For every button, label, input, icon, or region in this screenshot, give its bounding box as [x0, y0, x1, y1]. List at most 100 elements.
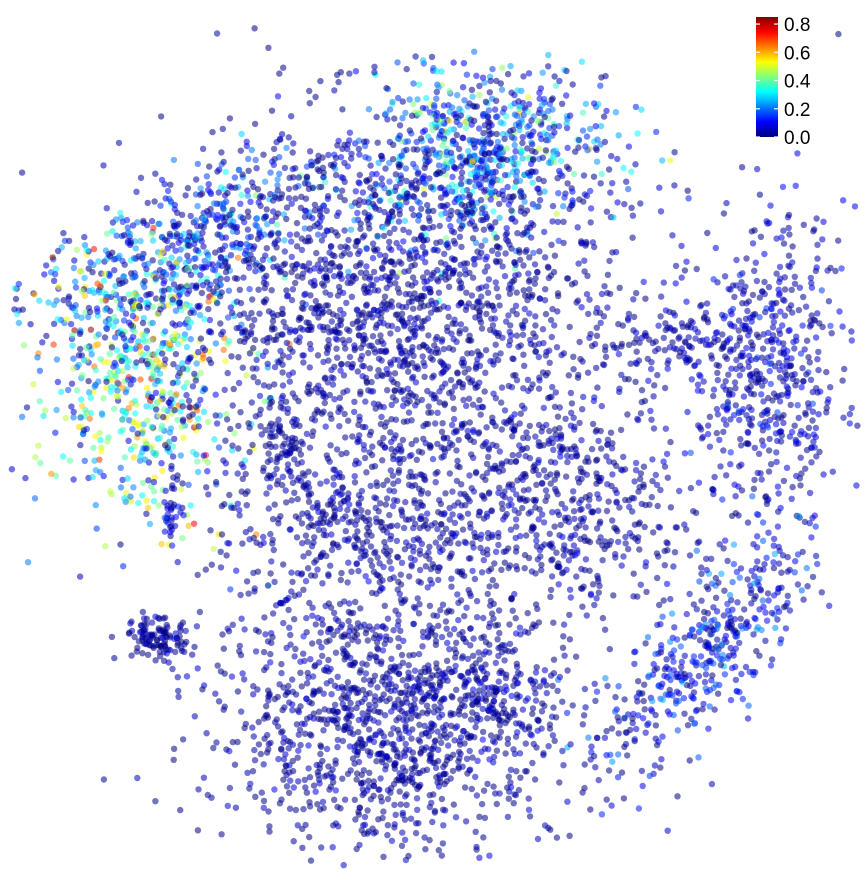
data-point — [288, 268, 295, 276]
data-point — [480, 556, 487, 564]
data-point — [399, 98, 406, 105]
data-point — [376, 348, 383, 355]
data-point — [306, 237, 314, 244]
data-point — [275, 416, 282, 423]
data-point — [78, 268, 85, 275]
data-point — [519, 139, 526, 147]
data-point — [418, 396, 426, 404]
data-point — [328, 374, 335, 381]
data-point — [267, 420, 275, 427]
data-point — [383, 84, 390, 92]
data-point — [170, 361, 177, 368]
data-point — [412, 53, 419, 60]
data-point — [152, 295, 160, 302]
data-point — [785, 252, 793, 259]
data-point — [162, 328, 169, 335]
data-point — [489, 65, 496, 73]
data-point — [380, 232, 388, 240]
data-point — [322, 289, 329, 296]
data-point — [187, 335, 194, 343]
data-point — [174, 209, 181, 216]
data-point — [616, 388, 623, 396]
data-point — [585, 310, 592, 318]
data-point — [109, 249, 116, 256]
data-point — [316, 205, 323, 212]
data-point — [354, 368, 361, 375]
data-point — [551, 523, 558, 530]
data-point — [402, 165, 410, 172]
data-point — [269, 515, 277, 523]
data-point — [540, 177, 547, 185]
data-point — [422, 154, 430, 161]
data-point — [402, 498, 409, 506]
data-point — [420, 237, 427, 244]
data-point — [217, 548, 224, 555]
data-point — [211, 267, 219, 274]
data-point — [532, 322, 539, 329]
data-point — [338, 450, 345, 458]
data-point — [658, 293, 665, 300]
data-point — [320, 326, 327, 334]
data-point — [773, 449, 780, 456]
data-point — [368, 342, 375, 349]
data-point — [578, 239, 586, 247]
data-point — [138, 357, 145, 364]
data-point — [483, 310, 490, 318]
data-point — [291, 489, 298, 496]
data-point — [283, 204, 291, 211]
data-point — [243, 578, 251, 585]
data-point — [756, 191, 764, 198]
data-point — [120, 317, 128, 324]
data-point — [155, 625, 163, 632]
data-point — [74, 387, 81, 394]
data-point — [385, 370, 393, 377]
data-point — [380, 481, 387, 489]
data-point — [736, 271, 744, 279]
data-point — [609, 341, 616, 348]
data-point — [276, 269, 284, 276]
data-point — [556, 167, 563, 175]
data-point — [495, 293, 502, 300]
data-point — [177, 622, 184, 629]
data-point — [122, 489, 130, 496]
data-point — [449, 173, 456, 181]
data-point — [579, 406, 586, 413]
data-point — [394, 59, 401, 66]
data-point — [478, 569, 486, 576]
data-point — [501, 407, 509, 414]
data-point — [119, 476, 126, 484]
data-point — [618, 371, 625, 378]
data-point — [512, 218, 519, 225]
data-point — [193, 282, 200, 289]
data-point — [153, 357, 160, 364]
data-point — [178, 211, 186, 218]
data-point — [243, 502, 250, 509]
data-point — [606, 458, 613, 465]
data-point — [460, 60, 468, 67]
data-point — [492, 341, 499, 348]
data-point — [148, 403, 155, 410]
data-point — [330, 466, 337, 473]
data-point — [408, 298, 416, 305]
data-point — [54, 378, 62, 386]
data-point — [286, 328, 293, 336]
data-point — [208, 561, 215, 568]
data-point — [605, 498, 612, 505]
data-point — [569, 188, 576, 195]
data-point — [119, 384, 127, 392]
data-point — [168, 264, 175, 272]
data-point — [582, 524, 589, 531]
data-point — [592, 123, 599, 130]
data-point — [273, 221, 281, 228]
data-point — [351, 217, 358, 224]
data-point — [491, 106, 499, 113]
data-point — [491, 315, 499, 322]
data-point — [515, 451, 522, 459]
data-point — [410, 536, 417, 544]
data-point — [386, 244, 393, 251]
data-point — [68, 403, 75, 410]
data-point — [178, 486, 185, 493]
data-point — [305, 260, 313, 267]
data-point — [195, 423, 202, 430]
data-point — [477, 411, 484, 418]
